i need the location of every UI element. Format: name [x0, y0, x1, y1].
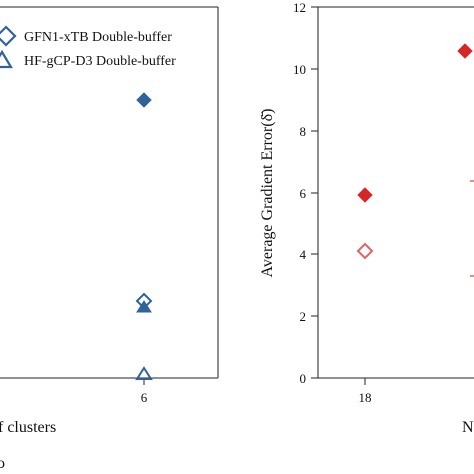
- right-x-axis-label: N: [462, 419, 474, 436]
- y-tick-label-2: 2: [300, 309, 307, 324]
- marker-diamond-filled-6: [136, 92, 152, 108]
- y-tick-label-6: 6: [300, 186, 307, 201]
- y-tick-label-4: 4: [300, 247, 307, 262]
- legend-label-hf: HF-gCP-D3 Double-buffer: [24, 54, 176, 69]
- y-tick-label-12: 12: [293, 0, 306, 15]
- left-panel-letter: o: [0, 455, 5, 472]
- right-y-axis-label: Average Gradient Error(δ̄): [259, 109, 276, 278]
- marker-triangle-open-6: [135, 366, 153, 380]
- right-x-tick-label-18: 18: [359, 390, 372, 405]
- marker-red-diamond-open-18: [356, 242, 374, 260]
- left-x-axis-label: f clusters: [0, 419, 56, 436]
- legend-label-gfn1: GFN1-xTB Double-buffer: [24, 30, 172, 45]
- left-x-tick-label: 6: [141, 390, 148, 405]
- marker-triangle-filled-6: [136, 300, 152, 313]
- left-panel: 6 f clusters o GFN1-xTB Double-buffer HF…: [0, 6, 219, 472]
- legend-diamond-open-marker: [0, 25, 17, 47]
- left-legend: GFN1-xTB Double-buffer HF-gCP-D3 Double-…: [0, 25, 176, 69]
- y-tick-label-10: 10: [293, 62, 306, 77]
- y-tick-label-8: 8: [300, 124, 307, 139]
- y-tick-label-0: 0: [300, 371, 307, 386]
- marker-red-diamond-filled-next: [457, 43, 473, 59]
- legend-triangle-open-marker: [0, 49, 13, 69]
- marker-red-diamond-filled-18: [357, 187, 373, 203]
- right-y-ticks: 0 2 4 6 8 10 12: [293, 0, 318, 386]
- right-panel: 0 2 4 6 8 10 12 Average Gradient Error(δ…: [259, 0, 474, 436]
